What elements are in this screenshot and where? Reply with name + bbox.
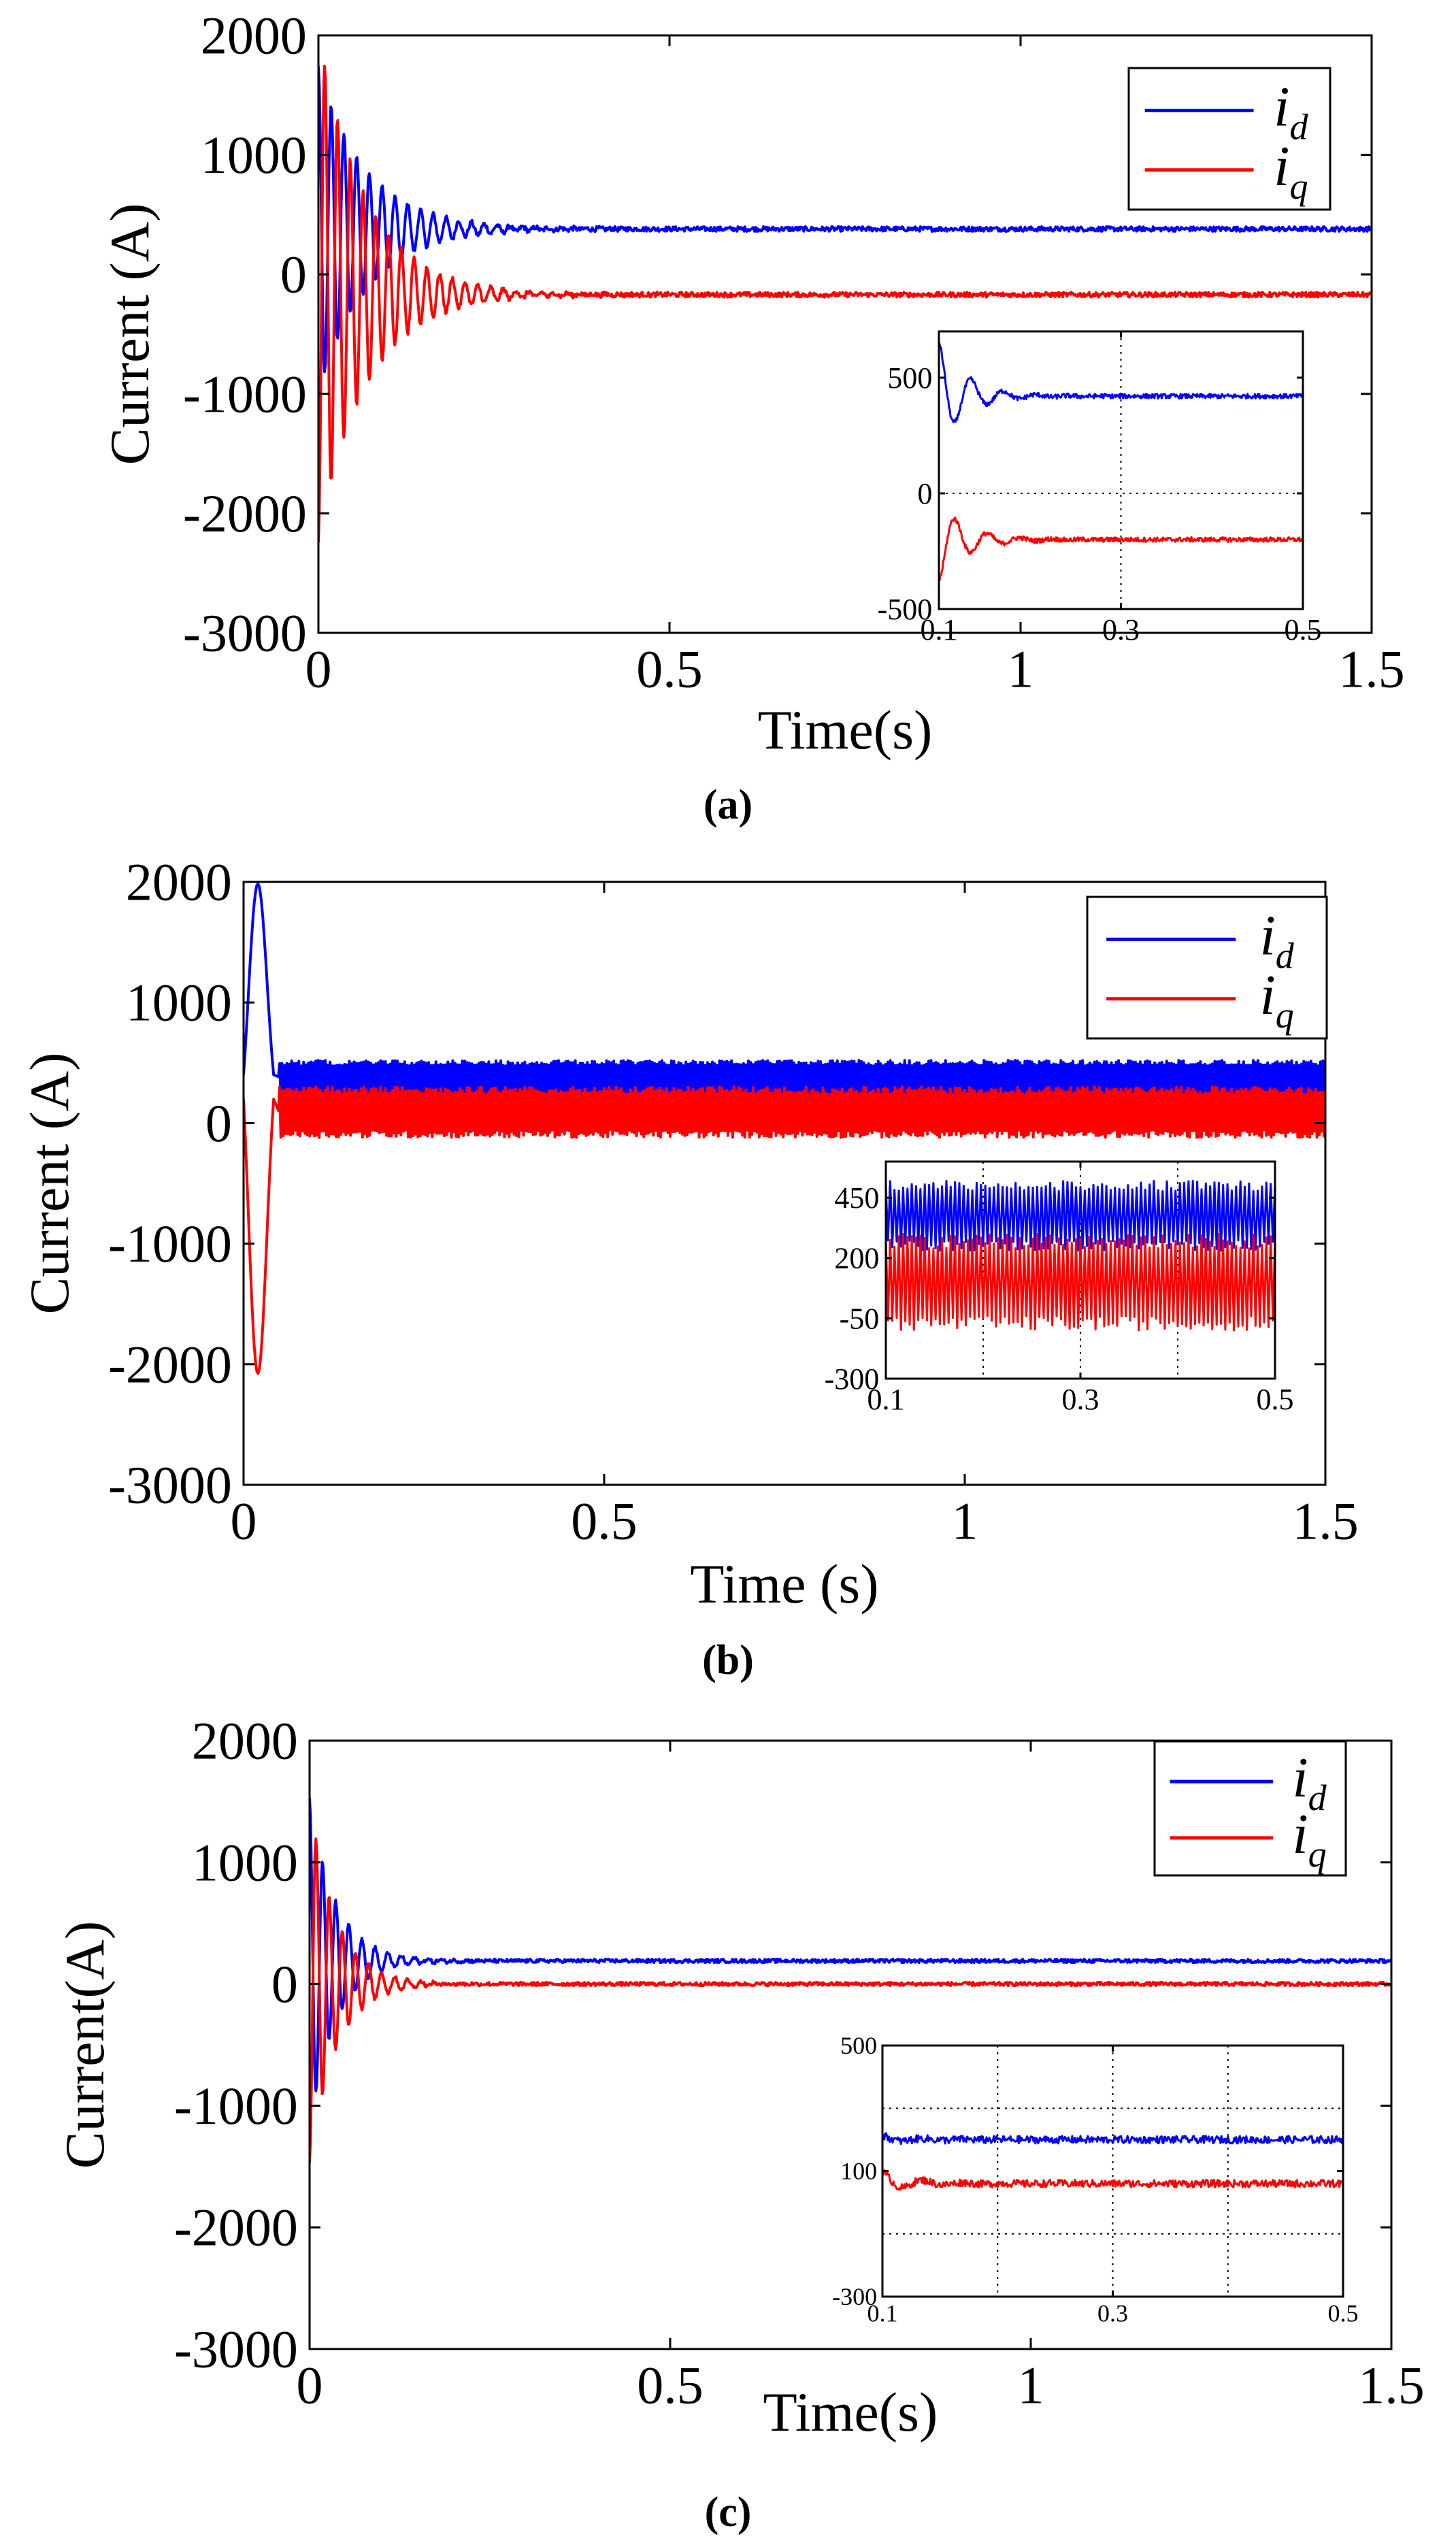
- panel-c-caption: (c): [705, 2489, 752, 2535]
- panel-c: 0 0.5 1 1.5 2000 1000 0 -1000 -2000 -3000 Time(s) C…: [54, 1711, 1425, 2535]
- panel-b-frame: [242, 881, 1327, 1486]
- panel-b-ylabel: Current (A): [18, 1053, 80, 1315]
- panel-a: 0 0.5 1 1.5 2000 1000 0 -1000 -2000 -3000 Time(s) C…: [99, 6, 1405, 828]
- panel-a-ytick-label-0: 2000: [201, 6, 307, 65]
- panel-c-ytick-label-2: 0: [271, 1954, 298, 2014]
- panel-b-xtick-label-0: 0: [231, 1492, 257, 1551]
- panel-b-series-i_d: [244, 882, 1325, 1098]
- panel-c-xtick-label-0: 0: [297, 2356, 323, 2415]
- panel-c-inset-ytick-label-2: -300: [832, 2283, 877, 2310]
- panel-a-legend-label-q: iq: [1274, 135, 1308, 207]
- panel-c-inset-series-i_d: [882, 2132, 1343, 2146]
- panel-a-ytick-label-3: -1000: [183, 364, 307, 423]
- panel-c-legend-label-d: id: [1292, 1746, 1327, 1818]
- panel-a-xtick-label-2: 1: [1008, 640, 1034, 699]
- panel-b-caption: (b): [702, 1637, 754, 1684]
- panel-b-ytick-label-3: -1000: [108, 1214, 232, 1273]
- panel-c-ytick-label-5: -3000: [174, 2320, 298, 2379]
- panel-c-inset-xtick-label-1: 0.3: [1097, 2300, 1128, 2327]
- panel-a-ytick-label-5: -3000: [183, 604, 307, 663]
- panel-b-xtick-label-3: 1.5: [1292, 1492, 1359, 1551]
- panel-b-xlabel: Time (s): [690, 1553, 878, 1615]
- panel-c-ytick-label-4: -2000: [174, 2198, 298, 2257]
- panel-c-inset-ytick-label-0: 500: [840, 2032, 877, 2059]
- panel-b-ytick-label-4: -2000: [108, 1334, 232, 1394]
- panel-a-series-i_q: [318, 65, 1372, 543]
- panel-c-ytick-label-0: 2000: [192, 1711, 298, 1771]
- panel-c-inset-xtick-label-2: 0.5: [1328, 2300, 1359, 2327]
- panel-a-inset-ytick-label-1: 0: [917, 477, 932, 510]
- panel-c-series-i_d: [310, 1798, 1391, 2092]
- panel-b-inset-ytick-label-1: 200: [834, 1242, 879, 1275]
- panel-b-inset: 0.1 0.3 0.5 450 200 -50 -300: [825, 1160, 1294, 1416]
- panel-b-legend-label-d: id: [1259, 904, 1294, 976]
- panel-a-caption: (a): [704, 782, 752, 828]
- panel-b-series-i_q: [244, 1085, 1325, 1375]
- panel-b-legend: [1086, 896, 1328, 1040]
- panel-a-legend-label-d: id: [1274, 75, 1308, 147]
- panel-a-xtick-label-3: 1.5: [1338, 640, 1405, 699]
- panel-a-xtick-label-1: 0.5: [636, 640, 703, 699]
- panel-c-legend: [1153, 1740, 1347, 1877]
- panel-a-frame: [317, 34, 1373, 634]
- panel-c-inset-series-i_q: [882, 2169, 1343, 2191]
- panel-a-series-i_d: [318, 66, 1372, 374]
- panel-b-ytick-label-5: -3000: [108, 1456, 232, 1515]
- panel-c-xlabel: Time(s): [763, 2381, 938, 2443]
- panel-c-legend-label-q: iq: [1292, 1803, 1326, 1875]
- panel-a-legend: [1127, 67, 1331, 211]
- panel-a-inset-series-i_q: [939, 516, 1303, 582]
- panel-a-inset-ytick-label-2: -500: [878, 593, 933, 626]
- panel-a-ytick-label-4: -2000: [183, 484, 307, 543]
- panel-a-inset-ytick-label-0: 500: [887, 361, 932, 395]
- panel-c-xtick-label-2: 1: [1018, 2356, 1044, 2415]
- panel-a-inset: 0.1 0.3 0.5 500 0 -500: [878, 330, 1322, 646]
- panel-c-ylabel: Current(A): [54, 1921, 116, 2169]
- panel-a-xlabel: Time(s): [758, 699, 933, 761]
- panel-c-ytick-label-3: -1000: [174, 2076, 298, 2135]
- panel-c-inset: 0.1 0.3 0.5 500 100 -300: [832, 2032, 1358, 2327]
- panel-b-ytick-label-0: 2000: [126, 853, 232, 912]
- panel-a-inset-xtick-label-2: 0.5: [1285, 613, 1322, 646]
- panel-b-inset-xtick-label-1: 0.3: [1062, 1383, 1099, 1416]
- panel-b: 0 0.5 1 1.5 2000 1000 0 -1000 -2000 -3000 Time (s)…: [18, 853, 1359, 1684]
- panel-c-xtick-label-1: 0.5: [637, 2356, 704, 2415]
- panel-c-frame: [308, 1739, 1393, 2350]
- panel-a-ytick-label-2: 0: [280, 245, 307, 304]
- panel-b-inset-series-i_q: [886, 1232, 1275, 1332]
- panel-c-xtick-label-3: 1.5: [1358, 2356, 1425, 2415]
- panel-c-ytick-label-1: 1000: [192, 1833, 298, 1892]
- panel-a-inset-xtick-label-1: 0.3: [1102, 613, 1140, 646]
- panel-b-inset-ytick-label-3: -300: [825, 1362, 880, 1396]
- panel-a-ytick-label-1: 1000: [201, 125, 307, 184]
- panel-a-inset-xtick-label-0: 0.1: [921, 613, 958, 646]
- panel-a-xtick-label-0: 0: [305, 640, 332, 699]
- panel-c-inset-xtick-label-0: 0.1: [867, 2300, 898, 2327]
- panel-a-inset-series-i_d: [939, 341, 1303, 424]
- panel-b-inset-xtick-label-0: 0.1: [867, 1383, 905, 1416]
- panel-b-inset-xtick-label-2: 0.5: [1257, 1383, 1294, 1416]
- panel-b-inset-ytick-label-2: -50: [840, 1302, 880, 1335]
- panel-c-series-i_q: [310, 1837, 1391, 2163]
- panel-b-ytick-label-1: 1000: [126, 973, 232, 1032]
- panel-b-xtick-label-1: 0.5: [571, 1492, 638, 1551]
- panel-c-inset-ytick-label-1: 100: [840, 2158, 877, 2185]
- panel-b-inset-series-i_d: [886, 1179, 1275, 1252]
- panel-b-xtick-label-2: 1: [952, 1492, 978, 1551]
- panel-b-inset-ytick-label-0: 450: [834, 1181, 879, 1215]
- panel-a-ylabel: Current (A): [99, 203, 161, 465]
- panel-b-ytick-label-2: 0: [205, 1094, 232, 1153]
- panel-b-legend-label-q: iq: [1259, 964, 1293, 1036]
